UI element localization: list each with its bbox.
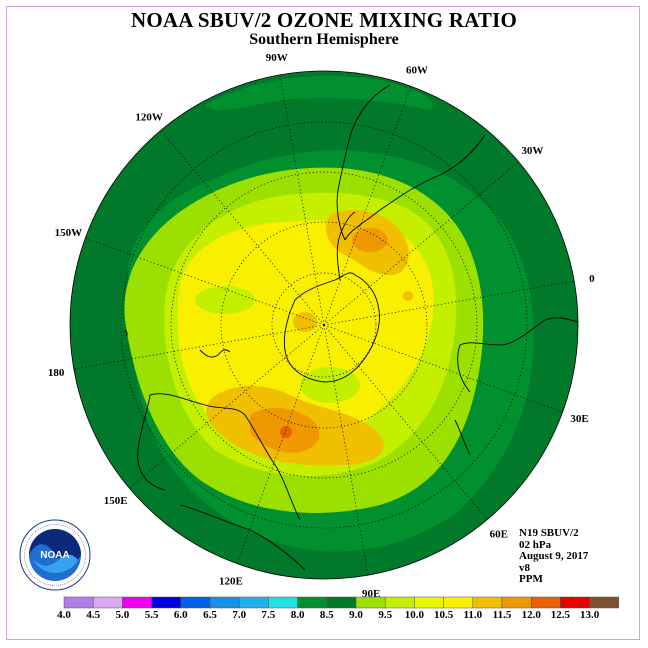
- antarctic-peninsula: [336, 211, 356, 281]
- lon-label-150e: 150E: [104, 495, 128, 507]
- lon-label-0: 0: [589, 273, 595, 285]
- lat-circle-70: [220, 221, 428, 429]
- lat-circle-60: [170, 171, 478, 479]
- indonesia: [179, 504, 306, 571]
- meridian-270: [323, 324, 369, 576]
- pacific-islands: [124, 329, 128, 337]
- units-label: PPM: [519, 573, 543, 585]
- lon-label-90w: 90W: [266, 52, 288, 64]
- zone-9-5-pocket-c: [300, 367, 360, 403]
- lon-label-30w: 30W: [521, 145, 543, 157]
- meridian-0: [323, 280, 575, 326]
- meridian-210: [129, 324, 325, 489]
- new-zealand: [199, 349, 231, 358]
- date-label: August 9, 2017: [519, 550, 589, 562]
- lon-label-120w: 120W: [135, 112, 163, 124]
- australia: [149, 393, 301, 521]
- lon-label-60e: 60E: [490, 528, 508, 540]
- satellite-label: N19 SBUV/2: [519, 527, 579, 539]
- version-label: v8: [519, 561, 530, 574]
- lon-label-120e: 120E: [219, 576, 243, 588]
- graticule: [73, 74, 575, 576]
- zone-8-5-top: [205, 76, 433, 110]
- noaa-logo: NOAA: [19, 519, 91, 591]
- zone-9-5-pocket-w: [195, 286, 255, 314]
- pressure-level: 02 hPa: [519, 538, 552, 551]
- antarctica-coast: [283, 272, 381, 383]
- zone-11-5-spot: [280, 426, 292, 438]
- info-block: N19 SBUV/2 02 hPa August 9, 2017 v8 PPM: [519, 527, 589, 586]
- lon-label-150w: 150W: [55, 227, 83, 239]
- meridian-90: [279, 74, 325, 326]
- south-america-east: [344, 134, 486, 241]
- figure-frame: [6, 6, 640, 640]
- lon-label-30e: 30E: [570, 413, 588, 425]
- australia-west: [137, 394, 166, 491]
- meridian-30: [323, 161, 519, 326]
- meridian-lines: [73, 74, 575, 576]
- africa-south: [457, 344, 471, 393]
- zone-11-0-ne: [352, 228, 388, 252]
- map-outline: [69, 70, 579, 580]
- meridian-60: [323, 86, 412, 326]
- meridian-300: [323, 324, 488, 520]
- lon-label-60w: 60W: [406, 64, 428, 76]
- meridian-180: [73, 324, 325, 370]
- lon-label-90e: 90E: [362, 588, 380, 600]
- map-subtitle: Southern Hemisphere: [249, 31, 399, 48]
- meridian-150: [85, 237, 325, 326]
- lat-circle-50: [120, 121, 528, 529]
- zone-10-5-pole: [293, 312, 317, 332]
- madagascar: [454, 419, 471, 456]
- meridian-240: [236, 324, 325, 564]
- map-title: NOAA SBUV/2 OZONE MIXING RATIO: [131, 8, 517, 32]
- lon-label-180: 180: [48, 367, 65, 379]
- meridian-330: [323, 324, 563, 413]
- logo-text: NOAA: [40, 550, 69, 561]
- lat-circle-80: [271, 272, 377, 378]
- africa-coast: [459, 317, 579, 346]
- zone-10-5-small: [403, 291, 413, 301]
- south-america: [336, 84, 391, 241]
- meridian-120: [160, 130, 325, 326]
- coastlines: [124, 84, 579, 571]
